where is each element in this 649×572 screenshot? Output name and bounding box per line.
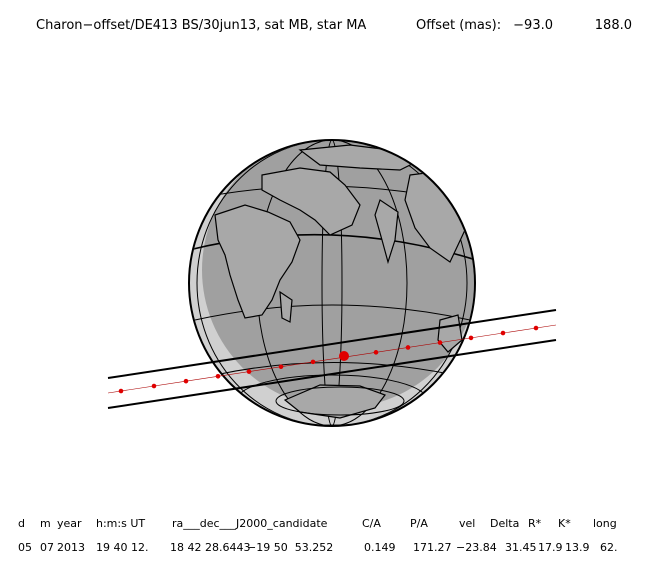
column-header: year (57, 517, 82, 530)
path-dot (310, 359, 316, 365)
cell: 0.149 (364, 541, 396, 554)
column-header: Delta (490, 517, 519, 530)
path-dot (278, 364, 284, 370)
offset-label: Offset (mas): (416, 18, 501, 33)
cell: 62. (600, 541, 618, 554)
path-dot (437, 340, 443, 345)
path-dot (151, 383, 157, 389)
path-dot (215, 374, 221, 379)
column-header: h:m:s UT (96, 517, 145, 530)
path-dot (533, 325, 539, 331)
column-header: m (40, 517, 51, 530)
cell: 17.9 (538, 541, 563, 554)
offset-value: 188.0 (595, 18, 632, 33)
column-header: long (593, 517, 617, 530)
path-dot (405, 345, 411, 350)
column-header: R* (528, 517, 542, 530)
cell: 19 40 12. (96, 541, 148, 554)
column-header: ra___dec___J2000_candidate (172, 517, 328, 530)
cell: 31.45 (505, 541, 537, 554)
column-header: vel (459, 517, 475, 530)
path-dot (373, 350, 379, 355)
path-dot (118, 388, 124, 394)
path-dot (246, 369, 252, 374)
column-header: C/A (362, 517, 381, 530)
shadow-path (107, 309, 557, 409)
offset-value: −93.0 (513, 18, 553, 33)
title: Charon−offset/DE413 BS/30jun13, sat MB, … (36, 18, 366, 33)
path-dot (500, 330, 506, 336)
column-header: K* (558, 517, 571, 530)
cell: 18 42 28.6443 (170, 541, 250, 554)
path-dot (468, 335, 474, 341)
cell: −19 50 53.252 (247, 541, 333, 554)
cell: 2013 (57, 541, 85, 554)
results-table: d m year h:m:s UT ra___dec___J2000_candidate… (18, 517, 618, 554)
cell: 13.9 (565, 541, 590, 554)
cell: 171.27 (413, 541, 452, 554)
closest-approach (339, 351, 349, 361)
cell: 05 (18, 541, 32, 554)
cell: 07 (40, 541, 54, 554)
cell: −23.84 (456, 541, 497, 554)
path-dot (183, 378, 189, 384)
column-header: d (18, 517, 25, 530)
column-header: P/A (410, 517, 428, 530)
